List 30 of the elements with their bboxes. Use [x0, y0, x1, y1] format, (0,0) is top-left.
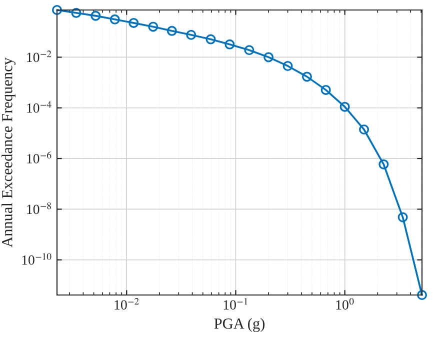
- point: [340, 102, 350, 112]
- point: [264, 52, 274, 62]
- point: [206, 34, 216, 44]
- point: [52, 5, 62, 15]
- y-axis-title: Annual Exceedance Frequency: [2, 58, 16, 248]
- y-tick-label: 10$^{−10}$: [22, 253, 52, 265]
- point: [378, 159, 389, 170]
- point: [110, 14, 120, 24]
- point: [359, 124, 370, 134]
- point: [244, 45, 254, 56]
- x-tick-label: 10$^{−1}$: [224, 298, 248, 310]
- point: [186, 30, 196, 40]
- x-tick-label: 10$^{−2}$: [114, 298, 139, 310]
- x-axis-title: PGA (g): [214, 318, 265, 332]
- point: [71, 8, 82, 18]
- y-tick-label: 10$^{−8}$: [27, 202, 51, 214]
- y-tick-label: 10$^{−6}$: [27, 152, 52, 164]
- y-tick-label: 10$^{−2}$: [27, 50, 52, 62]
- point: [282, 60, 293, 71]
- point: [320, 84, 331, 95]
- point: [417, 290, 427, 300]
- point: [90, 10, 101, 21]
- x-tick-label: 10$^{0}$: [336, 298, 354, 310]
- y-tick-label: 10$^{−4}$: [27, 101, 52, 113]
- point: [398, 212, 408, 222]
- point: [148, 22, 158, 32]
- point: [302, 72, 312, 82]
- point: [166, 26, 177, 36]
- point: [224, 39, 235, 50]
- point: [128, 18, 139, 28]
